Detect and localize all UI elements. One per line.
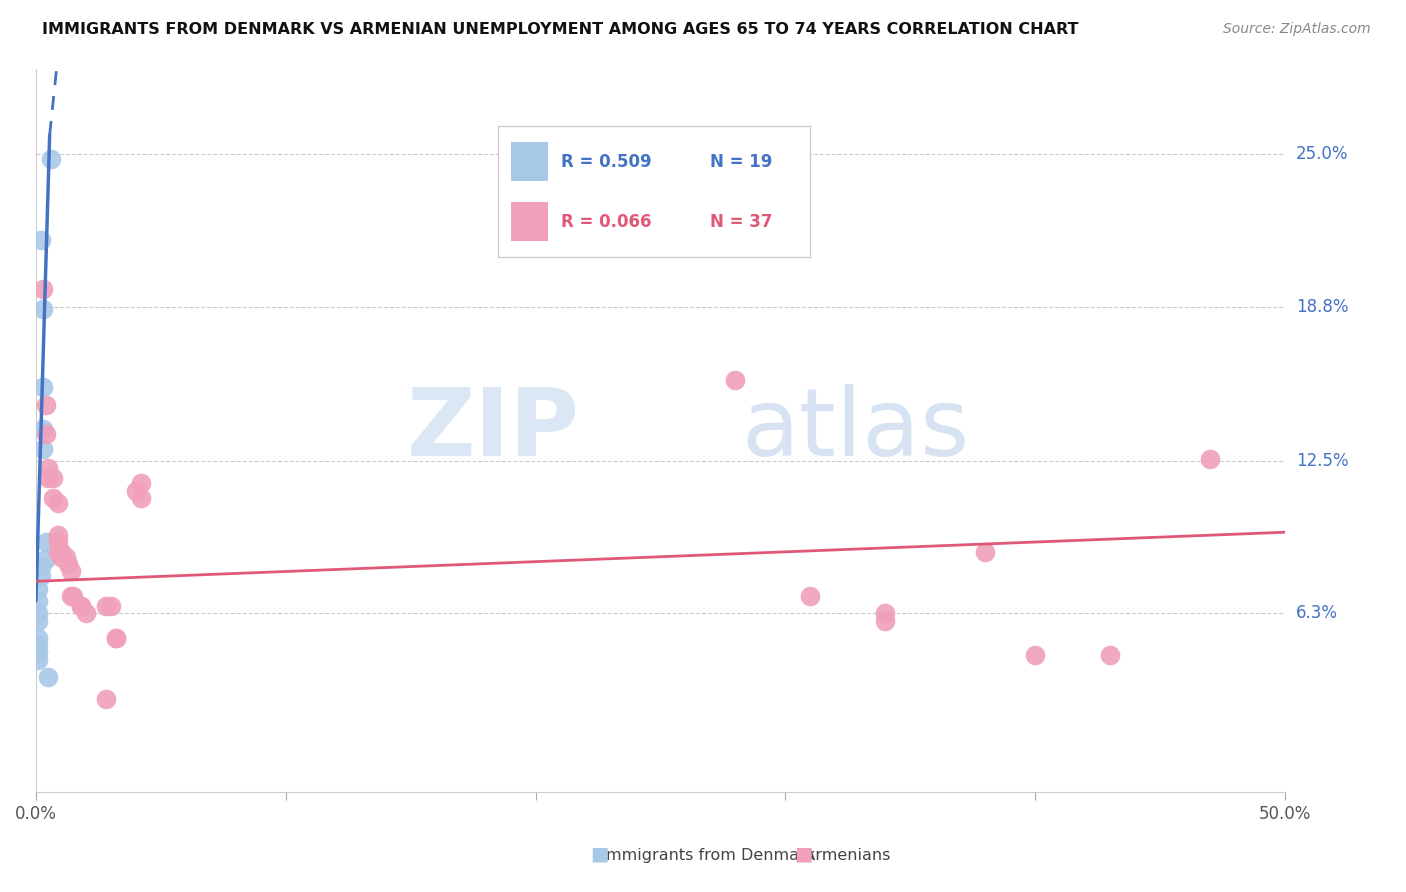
- Point: [875, 606, 897, 620]
- Point: [32, 301, 55, 316]
- Point: [30, 569, 52, 583]
- Point: [125, 483, 148, 498]
- Point: [59, 589, 82, 603]
- Point: [1199, 451, 1222, 466]
- Point: [100, 599, 122, 613]
- Point: [30, 233, 52, 247]
- Point: [35, 398, 58, 412]
- Text: 6.3%: 6.3%: [1296, 604, 1339, 623]
- Point: [27, 638, 49, 652]
- Text: ■: ■: [591, 845, 609, 863]
- Point: [1099, 648, 1122, 662]
- Text: Armenians: Armenians: [794, 848, 891, 863]
- Point: [37, 670, 59, 684]
- Point: [724, 373, 747, 387]
- Point: [974, 545, 997, 559]
- Point: [1024, 648, 1046, 662]
- Point: [37, 471, 59, 485]
- Point: [48, 535, 70, 549]
- Point: [35, 552, 58, 566]
- Point: [35, 427, 58, 442]
- Text: atlas: atlas: [742, 384, 970, 476]
- Point: [27, 645, 49, 659]
- Point: [42, 471, 65, 485]
- Text: 12.5%: 12.5%: [1296, 452, 1348, 470]
- Text: IMMIGRANTS FROM DENMARK VS ARMENIAN UNEMPLOYMENT AMONG AGES 65 TO 74 YEARS CORRE: IMMIGRANTS FROM DENMARK VS ARMENIAN UNEM…: [42, 22, 1078, 37]
- Point: [58, 557, 80, 571]
- Point: [94, 599, 117, 613]
- Point: [48, 527, 70, 541]
- Text: ZIP: ZIP: [406, 384, 579, 476]
- Text: Source: ZipAtlas.com: Source: ZipAtlas.com: [1223, 22, 1371, 37]
- Point: [49, 549, 72, 564]
- Point: [27, 606, 49, 620]
- Point: [48, 496, 70, 510]
- Point: [48, 545, 70, 559]
- Point: [62, 589, 84, 603]
- Point: [49, 545, 72, 559]
- Point: [70, 599, 93, 613]
- Point: [875, 614, 897, 628]
- Point: [32, 380, 55, 394]
- Point: [104, 631, 127, 645]
- Point: [55, 549, 77, 564]
- Point: [70, 599, 93, 613]
- Point: [42, 491, 65, 505]
- Point: [35, 535, 58, 549]
- Point: [104, 631, 127, 645]
- Text: ■: ■: [794, 845, 813, 863]
- Point: [27, 631, 49, 645]
- Point: [37, 461, 59, 475]
- Point: [27, 582, 49, 596]
- Point: [30, 559, 52, 574]
- Text: Immigrants from Denmark: Immigrants from Denmark: [591, 848, 814, 863]
- Point: [799, 589, 821, 603]
- Point: [94, 692, 117, 706]
- Text: 18.8%: 18.8%: [1296, 298, 1348, 316]
- Point: [39, 153, 62, 167]
- Point: [75, 606, 97, 620]
- Point: [32, 282, 55, 296]
- Point: [129, 491, 152, 505]
- Point: [27, 594, 49, 608]
- Point: [32, 442, 55, 456]
- Point: [27, 614, 49, 628]
- Point: [129, 476, 152, 491]
- Point: [59, 565, 82, 579]
- Text: 25.0%: 25.0%: [1296, 145, 1348, 163]
- Point: [27, 653, 49, 667]
- Point: [32, 422, 55, 436]
